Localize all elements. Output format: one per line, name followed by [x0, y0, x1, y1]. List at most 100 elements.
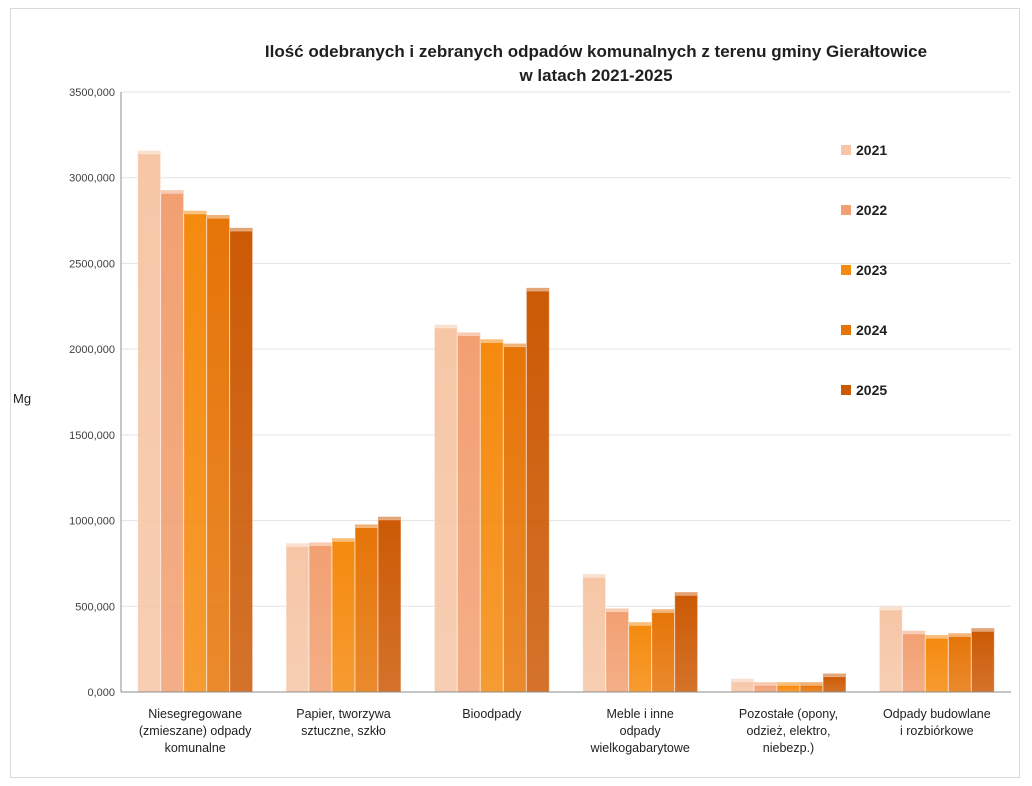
bar-top — [480, 339, 504, 343]
bar-2022 — [753, 684, 778, 693]
y-axis-ticks: 0,000 500,000 1000,000 1500,000 2000,000 2500… — [69, 87, 115, 699]
bar-2023 — [776, 684, 801, 693]
bar-2025 — [970, 630, 995, 693]
bar-top — [605, 608, 629, 612]
bar-2022 — [901, 633, 926, 693]
bar-2023 — [479, 341, 504, 693]
bar-2021 — [285, 545, 310, 693]
category-label: i rozbiórkowe — [900, 724, 974, 738]
bar-top — [286, 543, 309, 547]
axes — [120, 92, 1011, 693]
bar-2025 — [674, 594, 699, 693]
gridlines — [121, 91, 1011, 693]
bar-2023 — [331, 540, 356, 693]
bar-top — [971, 628, 995, 632]
bar-top — [800, 682, 823, 686]
legend: 2021 2022 2023 2024 2025 — [841, 142, 887, 398]
bar-top — [503, 343, 527, 347]
bar-chart: Ilość odebranych i zebranych odpadów kom… — [13, 42, 1011, 755]
bar-top — [229, 227, 253, 231]
bar-2022 — [605, 610, 630, 693]
legend-label-2023: 2023 — [856, 262, 887, 278]
bar-top — [674, 592, 698, 596]
bar-2024 — [651, 611, 676, 693]
y-tick-label: 1000,000 — [69, 516, 115, 528]
bar-top — [925, 635, 949, 638]
category-label: wielkogabarytowe — [589, 741, 689, 755]
bar-top — [777, 682, 800, 686]
y-tick-label: 3000,000 — [69, 173, 115, 185]
bar-2025 — [822, 676, 847, 693]
legend-swatch-2023 — [841, 265, 851, 275]
bar-2024 — [502, 346, 527, 693]
bar-top — [526, 287, 550, 291]
bar-2021 — [137, 153, 162, 693]
bar-2023 — [924, 637, 949, 693]
bar-2024 — [206, 217, 231, 693]
category-label: Niesegregowane — [148, 707, 242, 721]
category-label: Papier, tworzywa — [296, 707, 391, 721]
y-axis-label: Mg — [13, 391, 31, 406]
bars — [137, 150, 995, 693]
legend-label-2025: 2025 — [856, 382, 887, 398]
bar-top — [434, 324, 458, 328]
category-label: odzież, elektro, — [746, 724, 830, 738]
bar-top — [948, 633, 972, 637]
legend-swatch-2022 — [841, 205, 851, 215]
bar-2021 — [730, 681, 755, 693]
bar-2023 — [183, 213, 208, 693]
category-label: Bioodpady — [462, 707, 522, 721]
category-label: sztuczne, szkło — [301, 724, 386, 738]
x-axis-categories: Niesegregowane (zmieszane) odpady komunaln… — [139, 707, 991, 755]
bar-top — [823, 673, 846, 677]
legend-label-2024: 2024 — [856, 322, 887, 338]
bar-2025 — [377, 519, 402, 693]
bar-top — [137, 150, 161, 154]
category-label: komunalne — [165, 741, 226, 755]
category-label: Odpady budowlane — [883, 707, 991, 721]
bar-top — [628, 622, 652, 626]
bar-2024 — [354, 526, 379, 693]
legend-label-2022: 2022 — [856, 202, 887, 218]
bar-top — [582, 574, 606, 578]
bar-2021 — [878, 609, 903, 693]
category-label: (zmieszane) odpady — [139, 724, 252, 738]
bar-2022 — [456, 334, 481, 693]
bar-top — [731, 678, 754, 682]
bar-2022 — [160, 192, 185, 693]
bar-2025 — [525, 290, 550, 693]
bar-top — [332, 538, 355, 542]
bar-2021 — [582, 576, 607, 693]
category-label: odpady — [620, 724, 662, 738]
bar-top — [651, 609, 675, 613]
bar-top — [309, 542, 332, 546]
bar-2022 — [308, 544, 333, 693]
y-tick-label: 0,000 — [87, 687, 115, 699]
chart-frame: Ilość odebranych i zebranych odpadów kom… — [10, 8, 1020, 778]
bar-top — [355, 524, 378, 528]
bar-top — [879, 606, 903, 610]
bar-top — [183, 210, 207, 214]
chart-title-line-2: w latach 2021-2025 — [518, 66, 672, 85]
bar-top — [754, 682, 777, 686]
y-tick-label: 2000,000 — [69, 344, 115, 356]
bar-top — [457, 332, 481, 336]
bar-2024 — [947, 635, 972, 693]
bar-2021 — [433, 327, 458, 693]
bar-top — [378, 516, 401, 520]
bar-2023 — [628, 624, 653, 693]
category-label: Meble i inne — [606, 707, 673, 721]
bar-2025 — [229, 230, 254, 693]
y-tick-label: 2500,000 — [69, 258, 115, 270]
bar-top — [160, 190, 184, 194]
y-tick-label: 1500,000 — [69, 430, 115, 442]
y-tick-label: 3500,000 — [69, 87, 115, 99]
bar-2024 — [799, 684, 824, 693]
legend-swatch-2021 — [841, 145, 851, 155]
legend-swatch-2025 — [841, 385, 851, 395]
category-label: niebezp.) — [763, 741, 814, 755]
category-label: Pozostałe (opony, — [739, 707, 838, 721]
legend-swatch-2024 — [841, 325, 851, 335]
legend-label-2021: 2021 — [856, 142, 887, 158]
chart-title-line-1: Ilość odebranych i zebranych odpadów kom… — [265, 42, 927, 61]
